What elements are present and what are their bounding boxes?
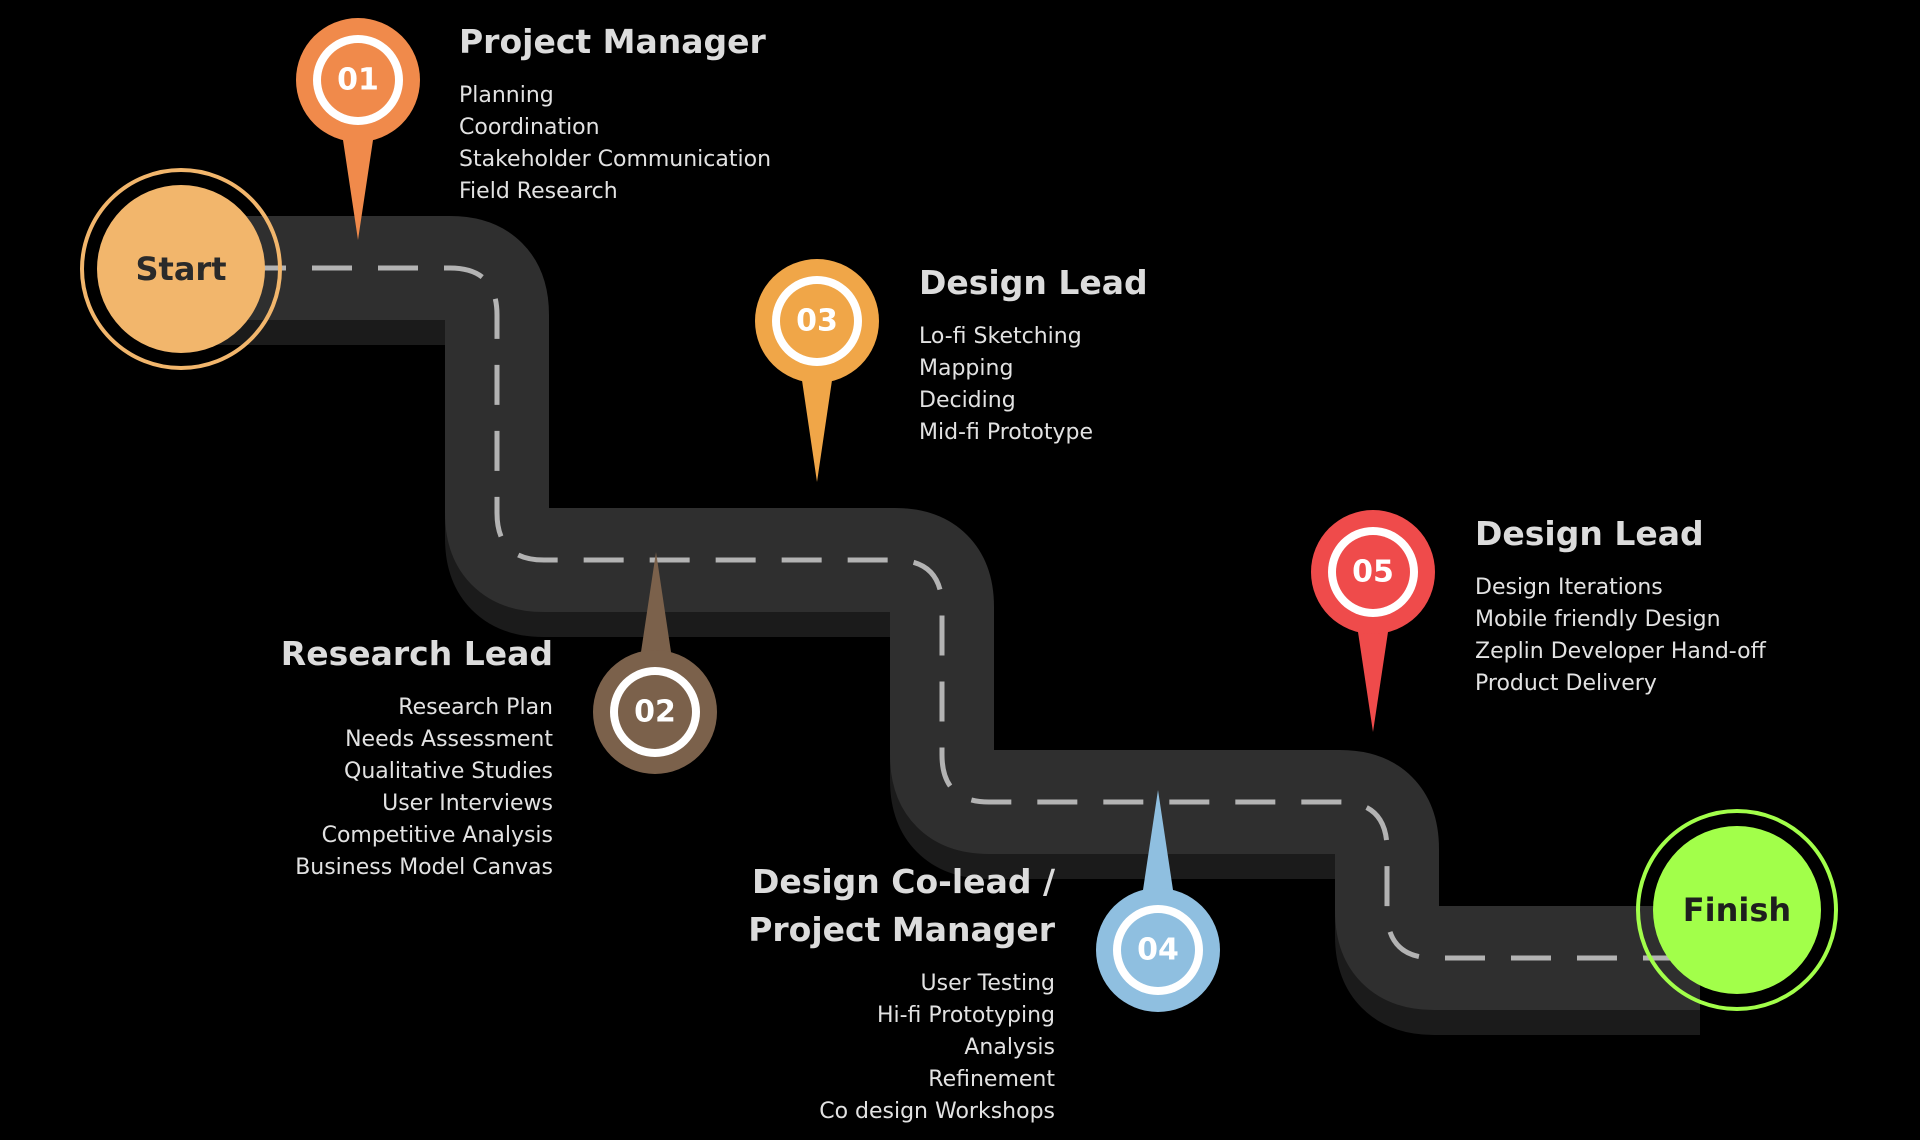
list-item: Coordination — [459, 115, 600, 140]
milestone-01-title: Project Manager — [459, 22, 766, 61]
pin-04-pointer — [1140, 790, 1176, 910]
pin-03-number: 03 — [796, 304, 838, 339]
pin-05-number: 05 — [1352, 555, 1394, 590]
list-item: User Interviews — [382, 791, 553, 816]
milestone-02-list: Research Plan Needs Assessment Qualitati… — [281, 692, 553, 884]
milestone-04-title-line-2: Project Manager — [748, 910, 1055, 949]
milestone-05-title: Design Lead — [1475, 514, 1704, 553]
list-item: Product Delivery — [1475, 671, 1657, 696]
finish-marker: Finish — [1636, 809, 1838, 1011]
pin-01-pointer — [340, 120, 376, 240]
list-item: Competitive Analysis — [321, 823, 553, 848]
milestone-01-list: Planning Coordination Stakeholder Commun… — [459, 80, 771, 208]
finish-disc — [1653, 826, 1821, 994]
list-item: Mapping — [919, 356, 1014, 381]
list-item: Stakeholder Communication — [459, 147, 772, 172]
milestone-02-title: Research Lead — [280, 634, 553, 673]
finish-label: Finish — [1683, 891, 1791, 929]
list-item: Needs Assessment — [345, 727, 553, 752]
pin-02-pointer — [638, 552, 674, 672]
list-item: User Testing — [920, 971, 1055, 996]
milestone-pin-02: 02 — [593, 552, 717, 774]
road-center-dashes — [180, 265, 1700, 961]
list-item: Lo-fi Sketching — [919, 324, 1082, 349]
milestone-pin-01: 01 — [296, 18, 420, 240]
list-item: Co design Workshops — [819, 1099, 1055, 1124]
list-item: Business Model Canvas — [295, 855, 553, 880]
list-item: Analysis — [964, 1035, 1055, 1060]
list-item: Deciding — [919, 388, 1016, 413]
milestone-03-list: Lo-fi Sketching Mapping Deciding Mid-fi … — [919, 321, 1148, 449]
milestone-04-block: Design Co-lead / Project Manager User Te… — [748, 858, 1055, 1128]
start-disc — [97, 185, 265, 353]
pin-03-pointer — [799, 360, 835, 482]
list-item: Planning — [459, 83, 554, 108]
list-item: Design Iterations — [1475, 575, 1663, 600]
pin-02-number: 02 — [634, 695, 676, 730]
milestone-05-block: Design Lead Design Iterations Mobile fri… — [1475, 510, 1766, 700]
milestone-pin-05: 05 — [1311, 510, 1435, 732]
milestone-pin-04: 04 — [1096, 790, 1220, 1012]
milestone-01-block: Project Manager Planning Coordination St… — [459, 18, 771, 208]
list-item: Mid-fi Prototype — [919, 420, 1093, 445]
list-item: Refinement — [928, 1067, 1055, 1092]
milestone-04-title: Design Co-lead / Project Manager — [748, 858, 1055, 954]
start-label: Start — [135, 250, 226, 288]
list-item: Zeplin Developer Hand-off — [1475, 639, 1766, 664]
list-item: Field Research — [459, 179, 618, 204]
milestone-04-title-line-1: Design Co-lead / — [751, 862, 1055, 901]
milestone-03-title: Design Lead — [919, 263, 1148, 302]
start-marker: Start — [80, 168, 282, 370]
milestone-03-block: Design Lead Lo-fi Sketching Mapping Deci… — [919, 259, 1148, 449]
start-outer-ring — [80, 168, 282, 370]
finish-outer-ring — [1636, 809, 1838, 1011]
list-item: Hi-fi Prototyping — [876, 1003, 1055, 1028]
list-item: Mobile friendly Design — [1475, 607, 1721, 632]
milestone-pin-03: 03 — [755, 259, 879, 482]
pin-04-number: 04 — [1137, 933, 1179, 968]
pin-05-pointer — [1355, 612, 1391, 732]
pin-01-number: 01 — [337, 63, 379, 98]
milestone-04-list: User Testing Hi-fi Prototyping Analysis … — [748, 968, 1055, 1128]
list-item: Qualitative Studies — [344, 759, 553, 784]
milestone-05-list: Design Iterations Mobile friendly Design… — [1475, 572, 1766, 700]
milestone-02-block: Research Lead Research Plan Needs Assess… — [281, 630, 553, 884]
list-item: Research Plan — [398, 695, 553, 720]
